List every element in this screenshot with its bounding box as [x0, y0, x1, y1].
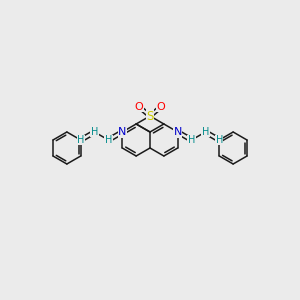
- Text: N: N: [118, 127, 127, 137]
- Text: O: O: [135, 102, 143, 112]
- Text: O: O: [157, 102, 165, 112]
- Text: H: H: [202, 127, 209, 137]
- Text: H: H: [188, 135, 195, 145]
- Text: H: H: [216, 135, 223, 145]
- Text: H: H: [77, 135, 84, 145]
- Text: H: H: [105, 135, 112, 145]
- Text: N: N: [173, 127, 182, 137]
- Text: H: H: [91, 127, 98, 137]
- Text: S: S: [146, 110, 154, 122]
